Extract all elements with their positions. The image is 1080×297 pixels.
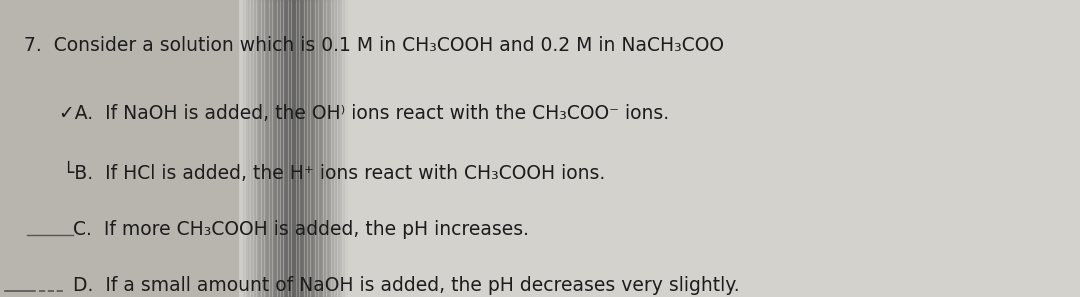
Bar (289, 0, 293, 297)
Bar (333, 0, 336, 297)
Bar (286, 0, 289, 297)
Bar (313, 0, 318, 297)
Bar (281, 0, 285, 297)
Bar (254, 0, 258, 297)
Bar (319, 0, 323, 297)
Bar (268, 0, 271, 297)
Bar (322, 0, 325, 297)
Bar (259, 0, 264, 297)
Bar (265, 0, 269, 297)
Bar (246, 0, 249, 297)
Bar (292, 0, 296, 297)
Bar (335, 0, 339, 297)
Bar (262, 0, 266, 297)
Text: C.  If more CH₃COOH is added, the pH increases.: C. If more CH₃COOH is added, the pH incr… (73, 220, 529, 239)
Text: 7.  Consider a solution which is 0.1 M in CH₃COOH and 0.2 M in NaCH₃COO: 7. Consider a solution which is 0.1 M in… (24, 36, 724, 55)
Bar (279, 0, 282, 297)
Bar (297, 0, 300, 297)
Text: └B.  If HCl is added, the H⁺ ions react with CH₃COOH ions.: └B. If HCl is added, the H⁺ ions react w… (63, 163, 605, 184)
Bar (252, 0, 255, 297)
Bar (283, 0, 287, 297)
Bar (300, 0, 303, 297)
Bar (324, 0, 328, 297)
Text: ✓A.  If NaOH is added, the OH⁾ ions react with the CH₃COO⁻ ions.: ✓A. If NaOH is added, the OH⁾ ions react… (59, 104, 670, 123)
Bar (316, 0, 320, 297)
Bar (308, 0, 312, 297)
Bar (340, 0, 345, 297)
Bar (257, 0, 260, 297)
Bar (327, 0, 330, 297)
Bar (241, 0, 244, 297)
Bar (306, 0, 309, 297)
Text: D.  If a small amount of NaOH is added, the pH decreases very slightly.: D. If a small amount of NaOH is added, t… (73, 276, 740, 295)
Bar (243, 0, 247, 297)
Bar (302, 0, 307, 297)
Bar (294, 0, 298, 297)
Bar (273, 0, 276, 297)
Bar (275, 0, 279, 297)
Bar (338, 0, 341, 297)
Bar (343, 0, 347, 297)
Bar (238, 0, 242, 297)
Bar (311, 0, 314, 297)
Bar (329, 0, 334, 297)
Bar (248, 0, 253, 297)
Bar (270, 0, 274, 297)
